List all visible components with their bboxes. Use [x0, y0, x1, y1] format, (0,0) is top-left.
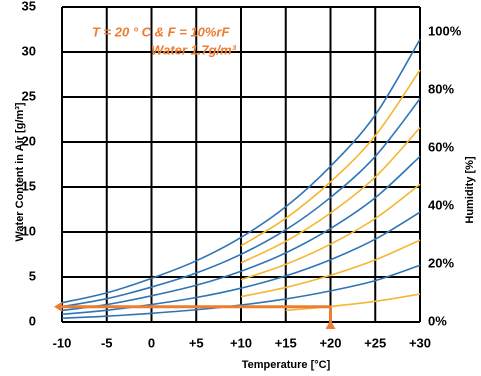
x-tick-label: +15 [275, 335, 297, 350]
y2-tick-label: 20% [428, 255, 454, 270]
annotation: T = 20 ° C & F = 10%rF [92, 24, 230, 39]
annotation: Water 1.7g/m³ [151, 42, 237, 57]
labels: 0 5 10 15 20 25 30 35 -10 -5 0 +5 +10 +15 +20 +25 +30 0% 2… [22, 0, 462, 350]
curves [54, 38, 421, 329]
humidity-curve [61, 211, 421, 316]
humidity-curve [240, 239, 421, 298]
humidity-curve [240, 183, 421, 281]
y2-tick-label: 40% [428, 197, 454, 212]
y-tick-label: 10 [22, 223, 36, 238]
x-tick-label: +20 [319, 335, 341, 350]
y2-tick-label: 60% [428, 139, 454, 154]
y-tick-label: 0 [29, 313, 36, 328]
x-tick-label: +25 [364, 335, 386, 350]
grid [61, 6, 421, 323]
y2-tick-label: 80% [428, 81, 454, 96]
marker-arrow [325, 320, 336, 329]
marker-arrow [54, 301, 62, 312]
y-tick-label: 35 [22, 0, 36, 13]
humidity-curve [61, 264, 421, 319]
humidity-curve [285, 293, 421, 312]
humidity-curve [61, 155, 421, 312]
y-tick-label: 15 [22, 178, 36, 193]
humidity-curve [240, 69, 421, 247]
x-tick-label: -5 [101, 335, 113, 350]
y2-axis-label: Humidity [%] [464, 156, 476, 224]
x-tick-label: +10 [230, 335, 252, 350]
x-tick-label: +30 [409, 335, 431, 350]
y-tick-label: 5 [29, 268, 36, 283]
x-tick-label: -10 [53, 335, 72, 350]
humidity-curve [61, 98, 421, 308]
humidity-curve [61, 38, 421, 304]
y-tick-label: 30 [22, 43, 36, 58]
humidity-curve [240, 127, 421, 264]
y-tick-label: 25 [22, 88, 36, 103]
y-tick-label: 20 [22, 133, 36, 148]
x-tick-label: 0 [148, 335, 155, 350]
y-axis-label: Water Content in Air [g/m³] [14, 102, 26, 241]
x-axis-label: Temperature [°C] [242, 359, 331, 371]
x-tick-label: +5 [189, 335, 204, 350]
y2-tick-label: 100% [428, 23, 462, 38]
y2-tick-label: 0% [428, 313, 447, 328]
